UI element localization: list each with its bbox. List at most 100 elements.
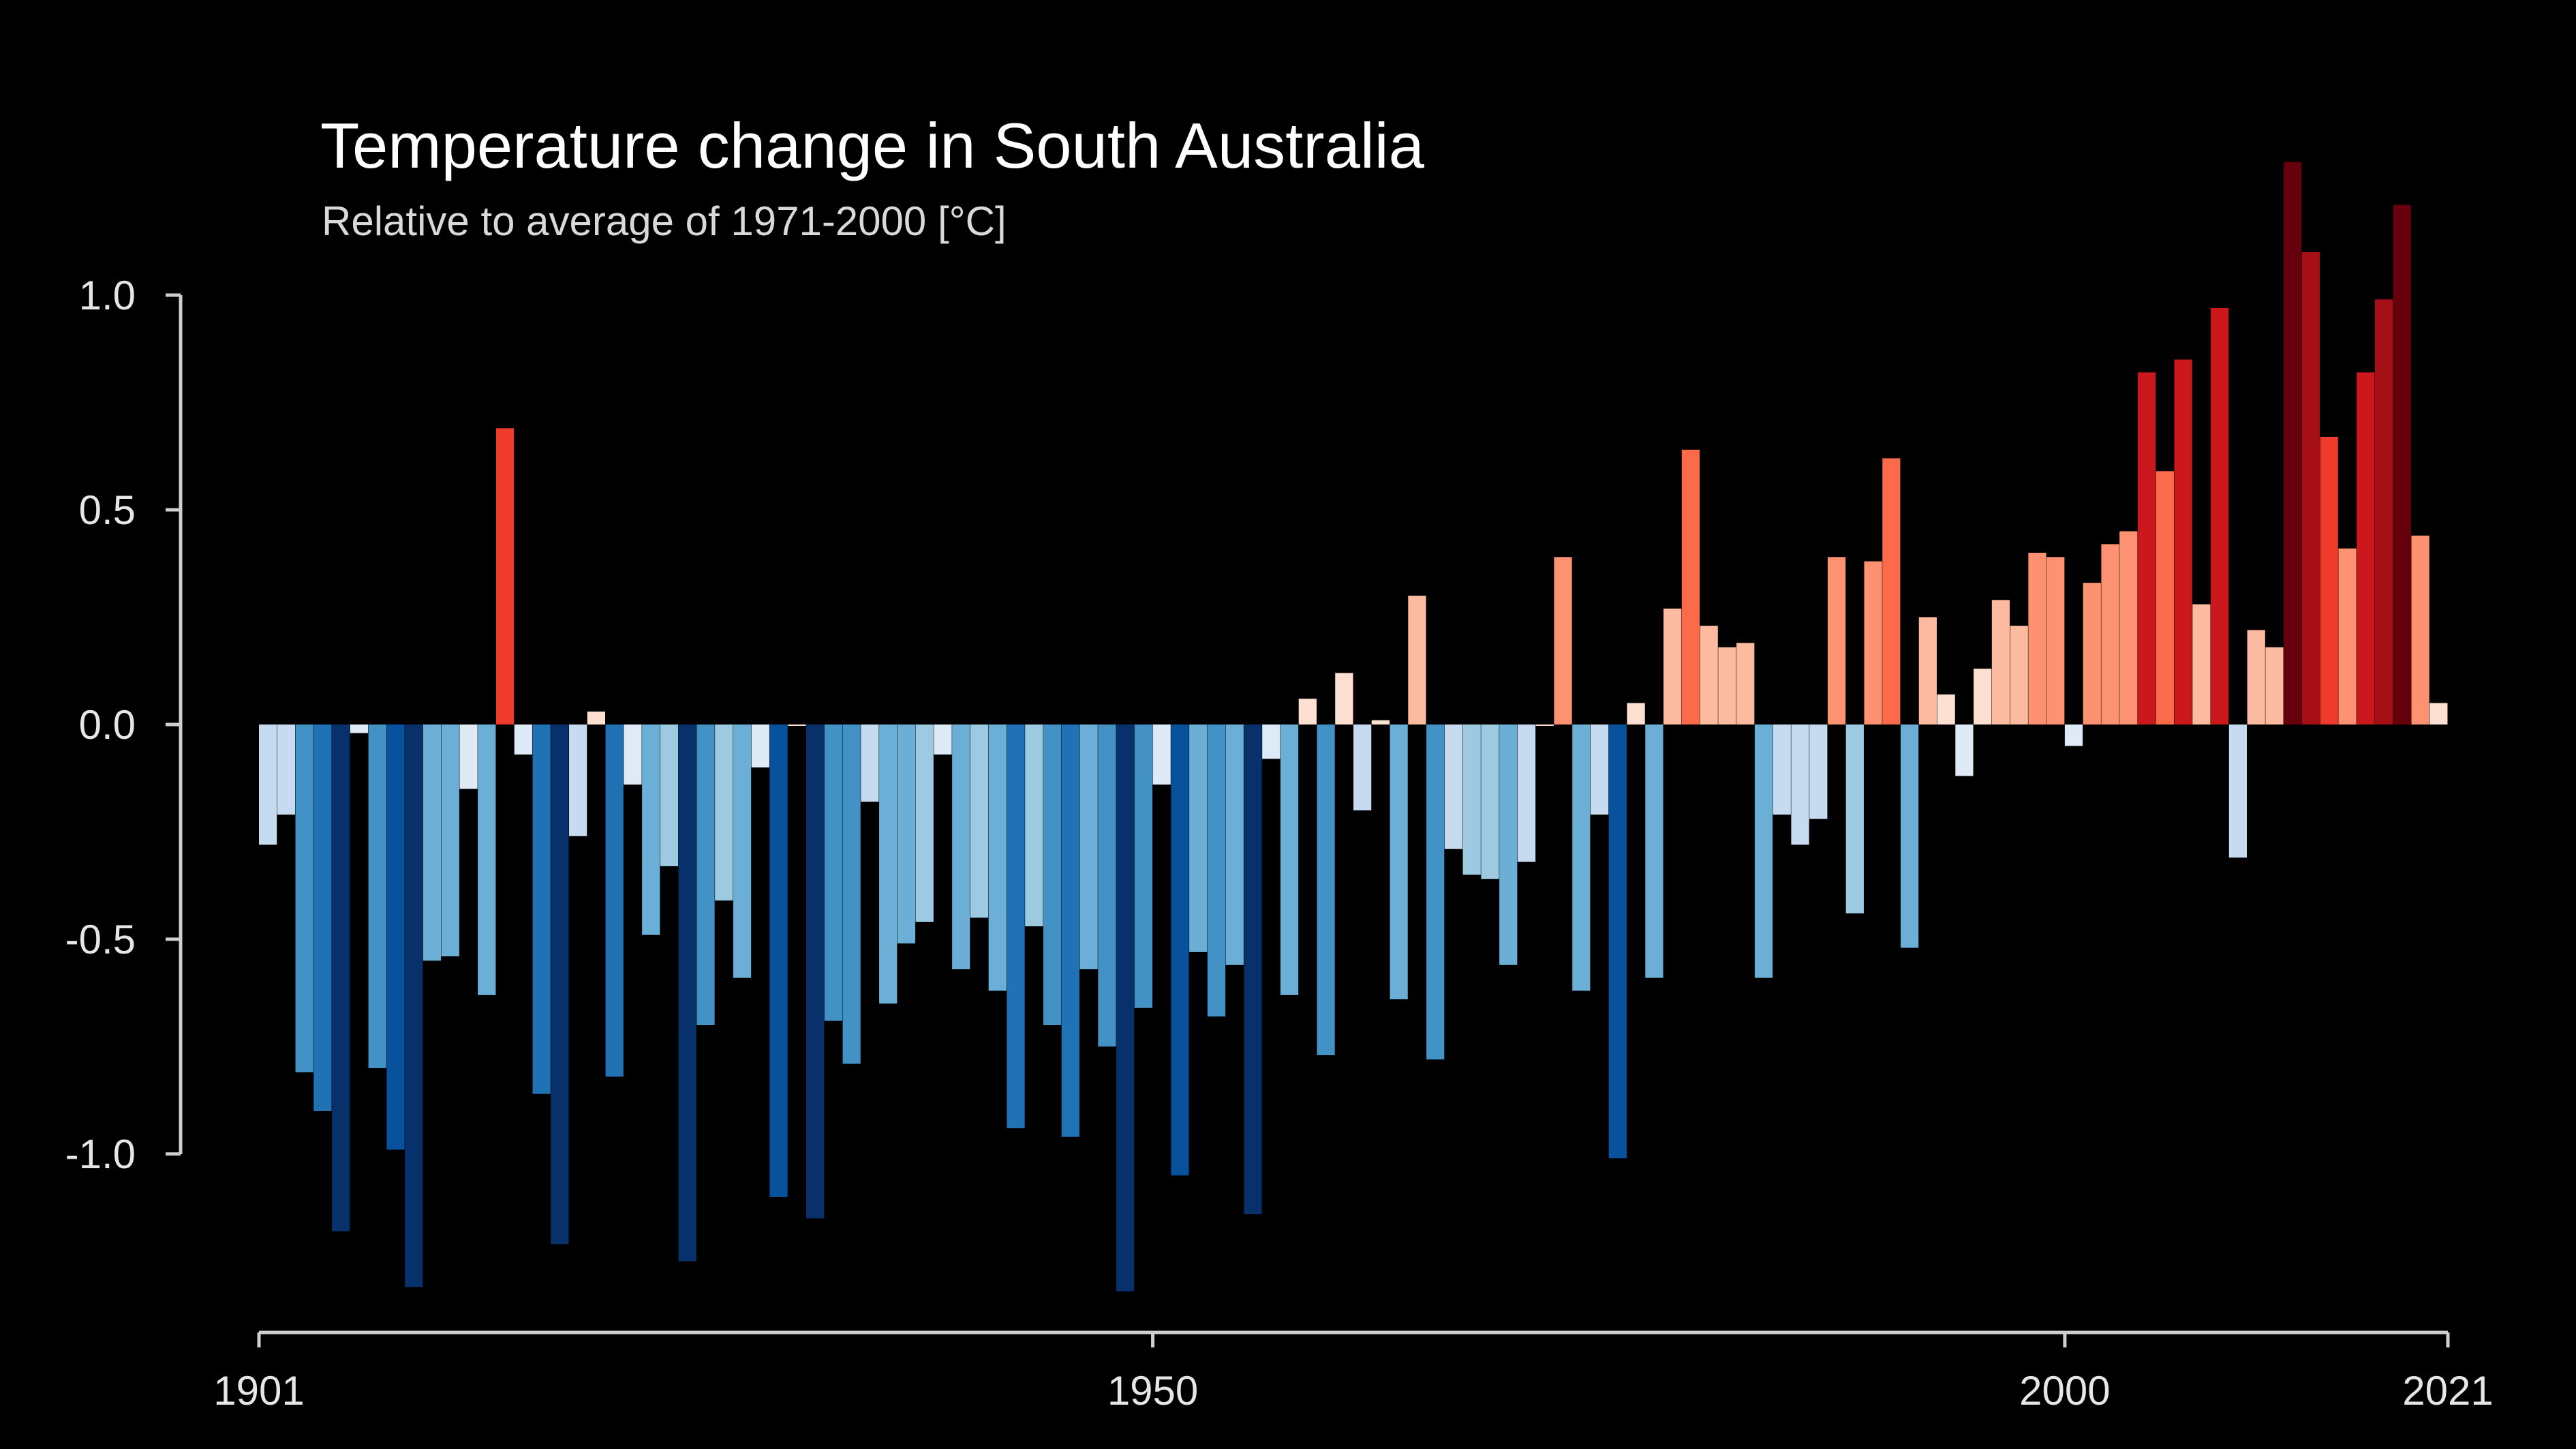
y-tick-label: -1.0 [65, 1131, 136, 1177]
bar-1976 [1627, 703, 1645, 724]
bar-1936 [897, 724, 916, 944]
bar-1953 [1207, 724, 1226, 1017]
bar-1998 [2028, 553, 2046, 724]
bar-1940 [970, 724, 989, 918]
bar-1950 [1152, 724, 1171, 785]
bar-2010 [2247, 630, 2265, 724]
bar-1918 [569, 724, 587, 836]
bar-1935 [879, 724, 898, 1004]
bar-1933 [842, 724, 861, 1064]
bar-1978 [1663, 608, 1682, 724]
bar-1934 [861, 724, 879, 802]
bar-1957 [1280, 724, 1299, 995]
bar-1968 [1481, 724, 1499, 879]
bar-1922 [642, 724, 660, 935]
bar-1988 [1845, 724, 1864, 914]
bar-1904 [313, 724, 332, 1111]
bar-1928 [751, 724, 769, 767]
bar-1938 [934, 724, 952, 755]
bar-1932 [824, 724, 842, 1021]
x-tick-label: 2021 [2402, 1368, 2493, 1414]
bar-1964 [1408, 596, 1426, 724]
bar-1914 [495, 428, 515, 724]
x-axis: 1901 1950 2000 2021 [213, 1330, 2494, 1414]
bar-1929 [769, 724, 788, 1197]
bar-1952 [1189, 724, 1208, 952]
bar-1975 [1608, 724, 1627, 1159]
bar-1913 [478, 724, 496, 995]
bar-2018 [2393, 204, 2411, 724]
bar-1906 [350, 724, 369, 733]
bar-2005 [2156, 471, 2174, 724]
bar-1911 [441, 724, 459, 957]
bar-1916 [532, 724, 551, 1094]
bar-1937 [915, 724, 934, 922]
y-tick-label: 1.0 [79, 273, 136, 318]
bar-1984 [1773, 724, 1791, 815]
bar-1907 [368, 724, 386, 1068]
bar-1902 [277, 724, 295, 815]
bar-2002 [2101, 544, 2119, 724]
bar-1931 [806, 724, 825, 1219]
bar-1996 [1991, 600, 2010, 724]
bar-1954 [1225, 724, 1244, 965]
bar-1949 [1134, 724, 1153, 1008]
bar-1942 [1007, 724, 1025, 1129]
bar-1958 [1298, 699, 1317, 724]
bar-1993 [1937, 694, 1955, 724]
bar-1980 [1700, 626, 1718, 724]
bar-1961 [1353, 724, 1372, 810]
y-tick-label: 0.5 [79, 487, 136, 533]
bar-1945 [1061, 724, 1079, 1137]
bar-1974 [1590, 724, 1609, 815]
bar-1951 [1171, 724, 1189, 1176]
bar-1971 [1535, 724, 1554, 726]
bar-2011 [2265, 647, 2284, 724]
x-tick-label: 1950 [1107, 1368, 1198, 1414]
bar-2016 [2357, 372, 2375, 724]
bar-1973 [1572, 724, 1591, 991]
bar-1921 [624, 724, 642, 785]
bar-2001 [2083, 583, 2101, 724]
bar-1920 [605, 724, 624, 1077]
bar-1947 [1098, 724, 1116, 1047]
bar-1939 [952, 724, 970, 970]
y-axis: 1.0 0.5 0.0 -0.5 -1.0 [65, 273, 183, 1177]
chart-subtitle: Relative to average of 1971-2000 [°C] [322, 198, 1007, 244]
bar-1917 [551, 724, 569, 1245]
bar-2004 [2137, 372, 2156, 724]
bar-2019 [2411, 535, 2429, 724]
bar-1987 [1827, 557, 1846, 724]
bar-1994 [1955, 724, 1974, 776]
bar-1930 [788, 724, 806, 726]
bar-1926 [715, 724, 733, 901]
x-tick-label: 2000 [2019, 1368, 2110, 1414]
bar-2012 [2284, 162, 2302, 724]
bar-1977 [1645, 724, 1663, 978]
bar-1908 [386, 724, 405, 1150]
bars-group [259, 162, 2448, 1292]
bar-1997 [2010, 626, 2028, 724]
bar-1965 [1426, 724, 1445, 1060]
bar-2000 [2064, 724, 2083, 746]
bar-1979 [1681, 449, 1700, 724]
bar-1927 [733, 724, 752, 978]
bar-1960 [1335, 673, 1353, 724]
bar-1992 [1918, 617, 1937, 724]
bar-1991 [1901, 724, 1919, 948]
bar-2006 [2174, 359, 2192, 724]
bar-1948 [1116, 724, 1135, 1292]
bar-1924 [678, 724, 696, 1262]
bar-2013 [2301, 252, 2320, 724]
bar-1983 [1754, 724, 1773, 978]
bar-1989 [1864, 561, 1882, 724]
bar-1956 [1262, 724, 1281, 759]
bar-1915 [514, 724, 532, 755]
bar-1919 [587, 712, 606, 724]
y-tick-label: -0.5 [65, 917, 136, 962]
bar-1955 [1244, 724, 1262, 1215]
bar-2014 [2320, 436, 2338, 724]
bar-1963 [1390, 724, 1408, 1000]
chart-title: Temperature change in South Australia [320, 110, 1425, 181]
